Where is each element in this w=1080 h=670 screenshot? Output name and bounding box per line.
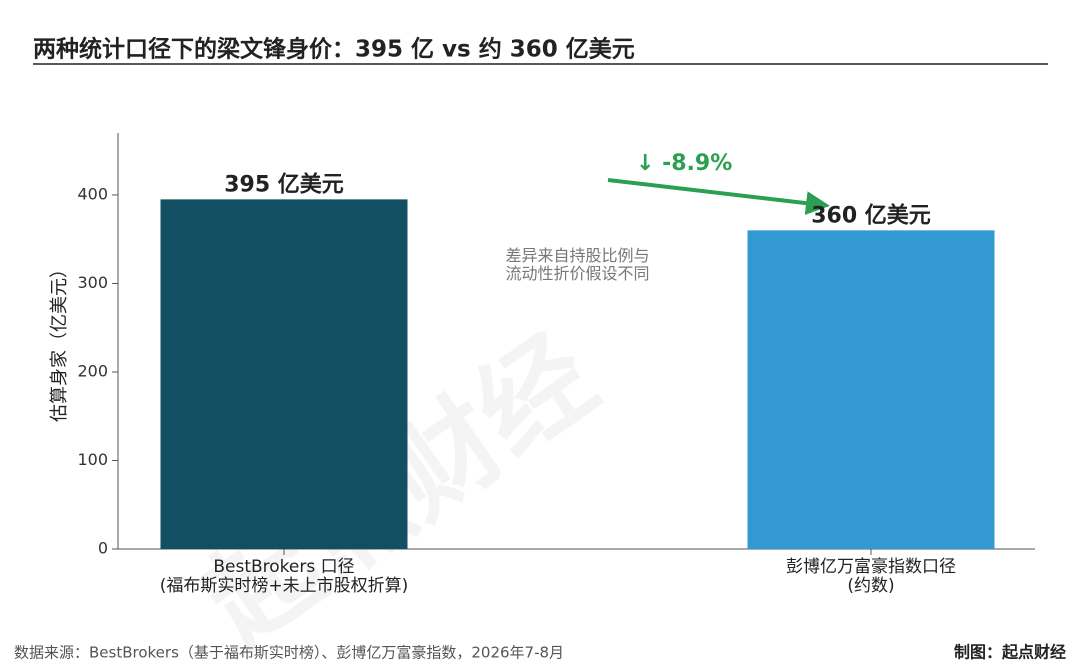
y-tick-label: 0: [98, 539, 108, 558]
y-axis-label: 估算身家（亿美元）: [49, 260, 70, 422]
y-tick-label: 300: [77, 273, 108, 292]
value-label: 360 亿美元: [811, 202, 931, 228]
value-label: 395 亿美元: [224, 171, 344, 197]
credit: 制图：起点财经: [954, 643, 1066, 662]
x-tick-label: BestBrokers 口径 (福布斯实时榜+未上市股权折算): [159, 557, 409, 596]
source: 数据来源：BestBrokers（基于福布斯实时榜）、彭博亿万富豪指数，2026…: [14, 644, 564, 662]
change-arrow: [607, 178, 830, 216]
x-tick-label: 彭博亿万富豪指数口径 (约数): [786, 557, 956, 596]
change-label: ↓ -8.9%: [636, 151, 732, 176]
note: 差异来自持股比例与 流动性折价假设不同: [505, 246, 650, 283]
bar: [160, 199, 408, 549]
y-tick-label: 200: [77, 361, 108, 380]
y-tick-label: 100: [77, 450, 108, 469]
bar: [747, 230, 995, 550]
chart-title: 两种统计口径下的梁文锋身价：395 亿 vs 约 360 亿美元: [33, 36, 635, 63]
y-tick-label: 400: [77, 184, 108, 203]
